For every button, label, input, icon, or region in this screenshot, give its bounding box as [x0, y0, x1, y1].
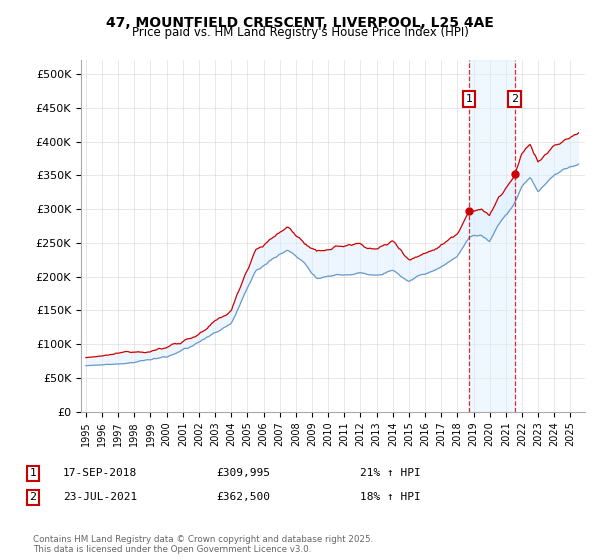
Text: 2: 2 [511, 94, 518, 104]
Text: 23-JUL-2021: 23-JUL-2021 [63, 492, 137, 502]
Text: £362,500: £362,500 [216, 492, 270, 502]
Text: Price paid vs. HM Land Registry's House Price Index (HPI): Price paid vs. HM Land Registry's House … [131, 26, 469, 39]
Bar [469, 60, 515, 412]
Text: 47, MOUNTFIELD CRESCENT, LIVERPOOL, L25 4AE: 47, MOUNTFIELD CRESCENT, LIVERPOOL, L25 … [106, 16, 494, 30]
Text: 17-SEP-2018: 17-SEP-2018 [63, 468, 137, 478]
Text: 21% ↑ HPI: 21% ↑ HPI [360, 468, 421, 478]
Text: 1: 1 [466, 94, 472, 104]
Text: 1: 1 [29, 468, 37, 478]
Text: 18% ↑ HPI: 18% ↑ HPI [360, 492, 421, 502]
Text: £309,995: £309,995 [216, 468, 270, 478]
Text: Contains HM Land Registry data © Crown copyright and database right 2025.
This d: Contains HM Land Registry data © Crown c… [33, 535, 373, 554]
Text: 2: 2 [29, 492, 37, 502]
